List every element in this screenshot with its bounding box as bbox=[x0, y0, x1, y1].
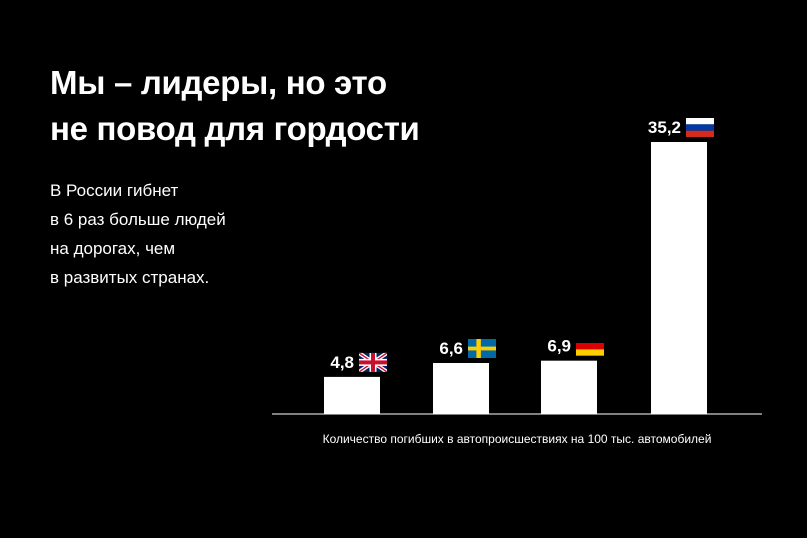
bars-group: 4,8 6,6 6,9 35,2 bbox=[324, 118, 714, 414]
value-label-1: 4,8 bbox=[330, 353, 354, 372]
headline: Мы – лидеры, но это не повод для гордост… bbox=[50, 60, 490, 152]
value-label-4: 35,2 bbox=[648, 118, 681, 137]
value-label-3: 6,9 bbox=[547, 337, 571, 356]
bar-1 bbox=[324, 376, 380, 414]
lead-line-3: на дорогах, чем bbox=[50, 239, 176, 258]
bar-4 bbox=[651, 142, 707, 414]
sweden-flag-icon bbox=[468, 339, 496, 358]
russia-flag-icon bbox=[686, 118, 714, 137]
lead-line-2: в 6 раз больше людей bbox=[50, 210, 226, 229]
value-label-2: 6,6 bbox=[439, 339, 463, 358]
bar-3 bbox=[541, 360, 597, 414]
headline-line-1: Мы – лидеры, но это bbox=[50, 64, 387, 101]
x-axis-caption: Количество погибших в автопроисшествиях … bbox=[322, 432, 712, 446]
headline-line-2: не повод для гордости bbox=[50, 110, 420, 147]
lead-line-1: В России гибнет bbox=[50, 181, 179, 200]
germany-flag-icon bbox=[576, 336, 604, 356]
lead-line-4: в развитых странах. bbox=[50, 268, 210, 287]
bar-2 bbox=[433, 363, 489, 414]
uk-flag-icon bbox=[359, 352, 387, 372]
lead-text: В России гибнет в 6 раз больше людей на … bbox=[50, 176, 310, 292]
